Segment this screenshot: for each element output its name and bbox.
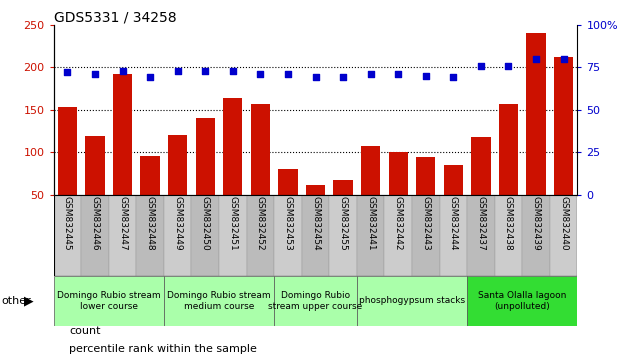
Point: [476, 63, 486, 68]
Point: [421, 73, 431, 79]
Text: GSM832451: GSM832451: [228, 196, 237, 251]
Bar: [526, 33, 546, 237]
Text: Domingo Rubio stream
lower course: Domingo Rubio stream lower course: [57, 291, 160, 310]
Text: Domingo Rubio
stream upper course: Domingo Rubio stream upper course: [268, 291, 363, 310]
Bar: [58, 107, 77, 237]
Bar: [467, 195, 495, 276]
Bar: [247, 195, 274, 276]
Text: Santa Olalla lagoon
(unpolluted): Santa Olalla lagoon (unpolluted): [478, 291, 567, 310]
Bar: [164, 276, 274, 326]
Bar: [306, 185, 325, 237]
Text: GSM832448: GSM832448: [146, 196, 155, 251]
Point: [200, 68, 210, 74]
Text: GSM832440: GSM832440: [559, 196, 568, 251]
Bar: [498, 104, 518, 237]
Text: GSM832455: GSM832455: [339, 196, 348, 251]
Point: [145, 75, 155, 80]
Bar: [141, 156, 160, 237]
Text: GDS5331 / 34258: GDS5331 / 34258: [54, 11, 176, 25]
Text: phosphogypsum stacks: phosphogypsum stacks: [359, 296, 465, 306]
Bar: [440, 195, 467, 276]
Text: GSM832439: GSM832439: [531, 196, 541, 251]
Bar: [467, 276, 577, 326]
Text: GSM832444: GSM832444: [449, 196, 458, 251]
Point: [393, 71, 403, 77]
Bar: [416, 157, 435, 237]
Point: [228, 68, 238, 74]
Text: GSM832438: GSM832438: [504, 196, 513, 251]
Text: ▶: ▶: [24, 295, 33, 307]
Bar: [444, 165, 463, 237]
Bar: [278, 169, 298, 237]
Bar: [550, 195, 577, 276]
Point: [531, 56, 541, 62]
Point: [173, 68, 183, 74]
Bar: [164, 195, 191, 276]
Text: GSM832452: GSM832452: [256, 196, 265, 251]
Point: [256, 71, 266, 77]
Bar: [191, 195, 219, 276]
Text: GSM832447: GSM832447: [118, 196, 127, 251]
Text: GSM832446: GSM832446: [90, 196, 100, 251]
Bar: [274, 276, 357, 326]
Point: [504, 63, 514, 68]
Text: Domingo Rubio stream
medium course: Domingo Rubio stream medium course: [167, 291, 271, 310]
Bar: [389, 152, 408, 237]
Bar: [357, 195, 384, 276]
Bar: [54, 276, 164, 326]
Text: GSM832453: GSM832453: [283, 196, 292, 251]
Bar: [329, 195, 357, 276]
Text: GSM832450: GSM832450: [201, 196, 209, 251]
Point: [338, 75, 348, 80]
Bar: [274, 195, 302, 276]
Point: [117, 68, 127, 74]
Bar: [522, 195, 550, 276]
Text: count: count: [69, 326, 101, 336]
Text: percentile rank within the sample: percentile rank within the sample: [69, 344, 257, 354]
Bar: [54, 195, 81, 276]
Text: GSM832445: GSM832445: [63, 196, 72, 251]
Bar: [223, 98, 242, 237]
Bar: [357, 276, 467, 326]
Bar: [113, 74, 132, 237]
Bar: [168, 135, 187, 237]
Text: GSM832454: GSM832454: [311, 196, 320, 251]
Bar: [81, 195, 109, 276]
Bar: [412, 195, 440, 276]
Text: GSM832437: GSM832437: [476, 196, 485, 251]
Text: GSM832449: GSM832449: [173, 196, 182, 251]
Bar: [136, 195, 164, 276]
Text: GSM832442: GSM832442: [394, 196, 403, 251]
Bar: [251, 104, 270, 237]
Point: [283, 71, 293, 77]
Bar: [554, 57, 573, 237]
Text: GSM832441: GSM832441: [366, 196, 375, 251]
Bar: [302, 195, 329, 276]
Bar: [219, 195, 247, 276]
Bar: [471, 137, 490, 237]
Point: [90, 71, 100, 77]
Point: [62, 69, 73, 75]
Point: [365, 71, 375, 77]
Bar: [495, 195, 522, 276]
Bar: [384, 195, 412, 276]
Point: [448, 75, 458, 80]
Bar: [85, 136, 105, 237]
Bar: [361, 146, 380, 237]
Bar: [196, 118, 215, 237]
Text: other: other: [1, 296, 31, 306]
Point: [310, 75, 321, 80]
Point: [558, 56, 569, 62]
Bar: [333, 180, 353, 237]
Bar: [109, 195, 136, 276]
Text: GSM832443: GSM832443: [422, 196, 430, 251]
